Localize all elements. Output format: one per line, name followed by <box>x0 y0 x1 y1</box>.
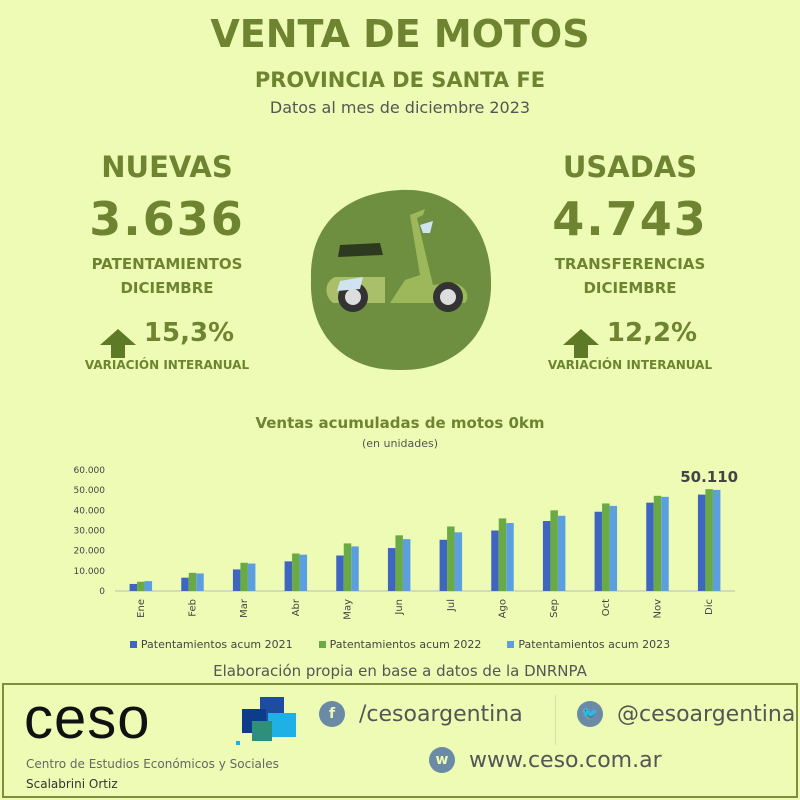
bar-may-2021 <box>336 555 344 591</box>
bar-feb-2021 <box>181 577 189 591</box>
x-tick-label: Ene <box>136 599 147 618</box>
y-tick-label: 10.000 <box>74 567 106 577</box>
nuevas-value: 3.636 <box>89 192 245 246</box>
ceso-logo: ceso <box>24 686 151 751</box>
x-tick-label: Ago <box>498 599 509 618</box>
bar-jun-2021 <box>387 548 396 591</box>
y-tick-label: 60.000 <box>74 466 106 476</box>
bar-nov-2023 <box>661 496 669 591</box>
bar-oct-2023 <box>609 505 618 591</box>
page-subtitle: PROVINCIA DE SANTA FE <box>254 68 546 92</box>
bar-abr-2021 <box>284 561 293 591</box>
y-tick-label: 40.000 <box>74 506 106 516</box>
y-tick-label: 30.000 <box>74 527 106 537</box>
bar-ene-2022 <box>137 581 145 591</box>
bar-jul-2021 <box>439 539 448 591</box>
x-tick-label: Abr <box>291 598 302 616</box>
twitter-link[interactable]: 🐦 @cesoargentina <box>577 701 795 727</box>
scooter-icon <box>310 189 492 371</box>
bar-ago-2022 <box>498 518 507 591</box>
usadas-variation: 12,2% <box>606 318 698 348</box>
usadas-variation-label: VARIACIÓN INTERANUAL <box>547 358 713 372</box>
x-tick-label: Jun <box>394 599 405 616</box>
x-tick-label: May <box>343 599 354 620</box>
source-note: Elaboración propia en base a datos de la… <box>213 662 587 680</box>
bar-ene-2023 <box>144 581 153 591</box>
nuevas-variation: 15,3% <box>143 318 235 348</box>
nuevas-label2: DICIEMBRE <box>120 279 214 297</box>
chart-legend: Patentamientos acum 2021 Patentamientos … <box>0 638 800 651</box>
bar-abr-2023 <box>299 554 308 591</box>
arrow-up-icon <box>99 328 136 358</box>
bar-jun-2022 <box>395 535 403 591</box>
bar-mar-2021 <box>232 569 241 591</box>
facebook-icon: f <box>319 701 345 727</box>
org-name: Centro de Estudios Económicos y Sociales <box>26 757 279 771</box>
nuevas-variation-label: VARIACIÓN INTERANUAL <box>84 358 250 372</box>
bar-dic-2022 <box>705 489 713 591</box>
data-label-dic-2023: 50.110 <box>680 468 738 486</box>
bar-sep-2022 <box>550 510 558 591</box>
bar-may-2022 <box>343 543 352 591</box>
bar-chart: 0 10.000 20.000 30.000 40.000 50.000 60.000 Ene… <box>74 466 739 620</box>
bar-jul-2022 <box>447 526 455 591</box>
bar-ago-2021 <box>491 530 499 591</box>
bar-abr-2022 <box>292 553 300 591</box>
y-tick-label: 0 <box>99 587 105 597</box>
nuevas-heading: NUEVAS <box>101 150 233 184</box>
x-tick-label: Nov <box>653 599 664 619</box>
nuevas-panel: NUEVAS 3.636 PATENTAMIENTOS DICIEMBRE 15… <box>52 150 282 372</box>
usadas-label2: DICIEMBRE <box>583 279 677 297</box>
bar-may-2023 <box>351 546 359 591</box>
arrow-up-icon <box>562 328 599 358</box>
legend-2021: Patentamientos acum 2021 <box>129 638 293 651</box>
chart-title: Ventas acumuladas de motos 0km <box>255 414 545 432</box>
page-title: VENTA DE MOTOS <box>210 12 590 56</box>
bar-oct-2022 <box>602 503 610 591</box>
chart-subtitle: (en unidades) <box>361 437 439 450</box>
x-tick-label: Jul <box>446 599 457 612</box>
usadas-panel: USADAS 4.743 TRANSFERENCIAS DICIEMBRE 12… <box>515 150 745 372</box>
bar-feb-2023 <box>196 573 204 591</box>
bar-sep-2021 <box>542 521 551 591</box>
date-note: Datos al mes de diciembre 2023 <box>269 98 531 117</box>
bar-nov-2022 <box>653 495 662 591</box>
bar-ene-2021 <box>129 583 138 591</box>
twitter-icon: 🐦 <box>577 701 603 727</box>
nuevas-label: PATENTAMIENTOS <box>91 255 243 273</box>
x-tick-label: Mar <box>239 598 250 618</box>
x-tick-label: Feb <box>188 599 199 617</box>
usadas-label: TRANSFERENCIAS <box>554 255 706 273</box>
bar-oct-2021 <box>594 511 603 591</box>
y-tick-label: 20.000 <box>74 547 106 557</box>
bar-ago-2023 <box>506 523 514 591</box>
y-tick-label: 50.000 <box>74 486 106 496</box>
x-tick-label: Dic <box>704 599 715 615</box>
bar-jul-2023 <box>454 532 463 591</box>
bar-sep-2023 <box>557 515 566 591</box>
website-link[interactable]: w www.ceso.com.ar <box>429 747 662 773</box>
bar-mar-2022 <box>240 562 248 591</box>
legend-2023: Patentamientos acum 2023 <box>507 638 670 651</box>
legend-2022: Patentamientos acum 2022 <box>318 638 481 651</box>
bar-feb-2022 <box>188 572 197 591</box>
bar-dic-2021 <box>697 494 706 591</box>
usadas-value: 4.743 <box>552 192 708 246</box>
footer: ceso Centro de Estudios Económicos y Soc… <box>2 683 798 798</box>
bar-jun-2023 <box>402 539 411 591</box>
ceso-logo-squares-icon <box>236 697 296 745</box>
web-icon: w <box>429 747 455 773</box>
bar-nov-2021 <box>646 502 654 591</box>
bar-mar-2023 <box>247 563 256 591</box>
x-tick-label: Sep <box>549 599 560 618</box>
usadas-heading: USADAS <box>562 150 698 184</box>
org-name-2: Scalabrini Ortiz <box>26 777 118 791</box>
x-tick-label: Oct <box>601 599 612 616</box>
facebook-link[interactable]: f/cesoargentina <box>319 701 523 727</box>
bar-dic-2023 <box>712 489 721 591</box>
